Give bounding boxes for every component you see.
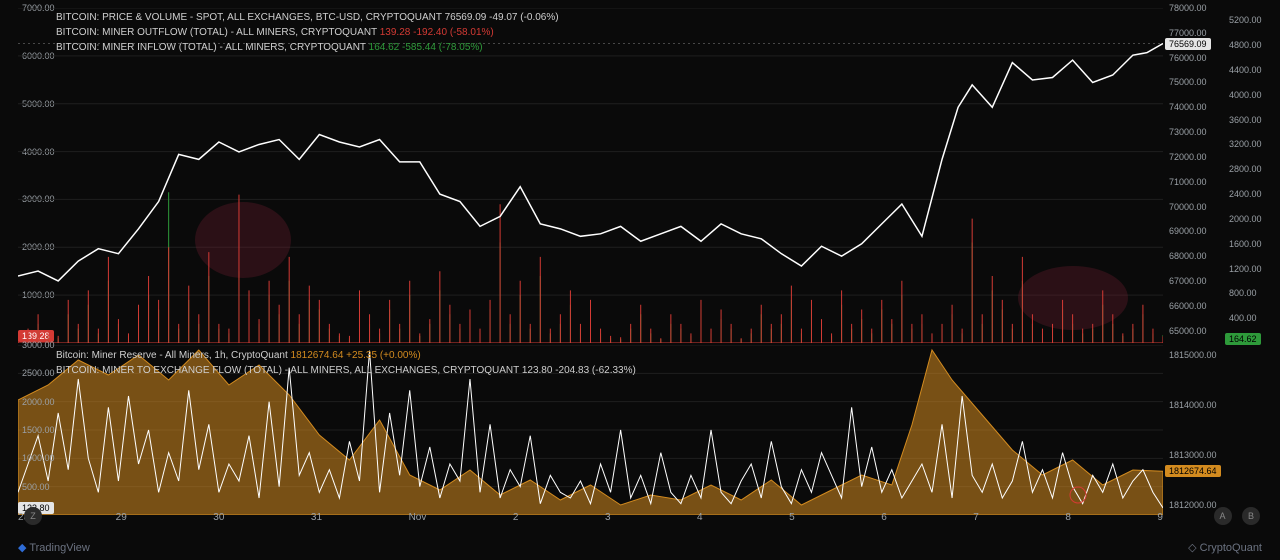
legend-top: BITCOIN: PRICE & VOLUME - SPOT, ALL EXCH… bbox=[56, 10, 559, 55]
cryptoquant-logo[interactable]: ◇ CryptoQuant bbox=[1188, 541, 1262, 554]
timeline-left-buttons: Z bbox=[18, 506, 42, 525]
timeline-a-button[interactable]: A bbox=[1214, 507, 1232, 525]
timeline-right-buttons: A B bbox=[1208, 506, 1260, 525]
timeline-b-button[interactable]: B bbox=[1242, 507, 1260, 525]
y-axis-right-bottom: 1812000.001813000.001814000.001815000.00… bbox=[1165, 345, 1280, 515]
cryptoquant-icon: ◇ bbox=[1188, 542, 1196, 554]
chart-top-svg bbox=[18, 8, 1163, 343]
footer: ◆ TradingView ◇ CryptoQuant bbox=[0, 534, 1280, 560]
tradingview-logo[interactable]: ◆ TradingView bbox=[18, 541, 90, 554]
tradingview-icon: ◆ bbox=[18, 542, 26, 554]
timeline-zoom-button[interactable]: Z bbox=[24, 507, 42, 525]
chart-top[interactable] bbox=[18, 8, 1163, 343]
y-axis-right-top: 65000.0066000.0067000.0068000.0069000.00… bbox=[1165, 8, 1280, 343]
legend-bottom: Bitcoin: Miner Reserve - All Miners, 1h,… bbox=[56, 348, 636, 378]
x-axis: 28293031Nov23456789 bbox=[18, 512, 1163, 526]
